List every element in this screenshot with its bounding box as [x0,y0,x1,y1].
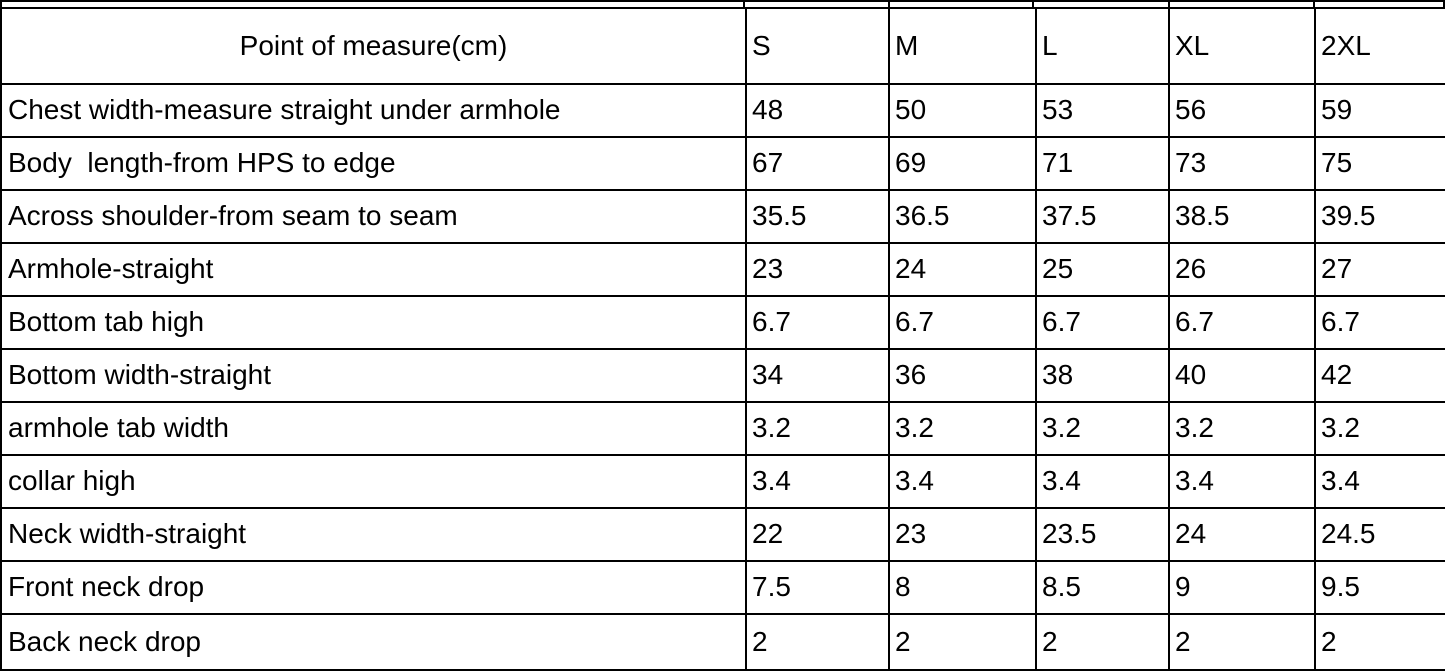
measure-value: 25 [1035,242,1170,297]
measure-value: 40 [1168,348,1316,403]
measure-label: Bottom tab high [0,295,747,350]
measure-value: 24 [1168,507,1316,562]
measure-value: 35.5 [745,189,890,244]
measure-value: 36 [888,348,1037,403]
measure-value: 24 [888,242,1037,297]
measure-value: 73 [1168,136,1316,191]
column-border-segment [1168,0,1170,7]
measure-value: 23 [745,242,890,297]
measure-value: 53 [1035,83,1170,138]
measure-label: Chest width-measure straight under armho… [0,83,747,138]
measure-value: 3.2 [745,401,890,456]
measure-value: 50 [888,83,1037,138]
measure-value: 6.7 [745,295,890,350]
header-row: Point of measure(cm) S M L XL 2XL [0,7,1445,85]
measure-value: 3.4 [1314,454,1445,509]
measure-value: 3.2 [1035,401,1170,456]
measure-value: 2 [888,613,1037,671]
table-row: Body length-from HPS to edge 67 69 71 73 75 [0,136,1445,191]
measure-value: 3.2 [1168,401,1316,456]
measure-value: 23 [888,507,1037,562]
measure-value: 36.5 [888,189,1037,244]
measure-value: 3.4 [1168,454,1316,509]
table-row: Front neck drop 7.5 8 8.5 9 9.5 [0,560,1445,615]
measure-value: 37.5 [1035,189,1170,244]
measure-value: 39.5 [1314,189,1445,244]
measure-value: 2 [1035,613,1170,671]
column-border-segment [743,0,745,7]
table-row: Across shoulder-from seam to seam 35.5 36.… [0,189,1445,244]
measure-label: Bottom width-straight [0,348,747,403]
measure-label: Front neck drop [0,560,747,615]
measure-value: 2 [745,613,890,671]
size-column-header-xl: XL [1168,7,1316,85]
measure-value: 24.5 [1314,507,1445,562]
size-chart-table: Point of measure(cm) S M L XL 2XL Chest widt… [0,7,1445,671]
column-border-segment [0,0,2,7]
measure-value: 3.4 [745,454,890,509]
table-row: Bottom width-straight 34 36 38 40 42 [0,348,1445,403]
top-border-line [0,0,1445,2]
size-column-header-l: L [1035,7,1170,85]
measure-value: 56 [1168,83,1316,138]
measure-value: 38 [1035,348,1170,403]
measure-value: 2 [1168,613,1316,671]
measure-label: Back neck drop [0,613,747,671]
size-column-header-m: M [888,7,1037,85]
measure-value: 48 [745,83,890,138]
measure-value: 27 [1314,242,1445,297]
table-row: collar high 3.4 3.4 3.4 3.4 3.4 [0,454,1445,509]
cropped-previous-row-edge [0,0,1445,7]
measure-value: 59 [1314,83,1445,138]
measure-value: 75 [1314,136,1445,191]
table-row: Bottom tab high 6.7 6.7 6.7 6.7 6.7 [0,295,1445,350]
column-border-segment [1443,0,1445,7]
measure-label: Across shoulder-from seam to seam [0,189,747,244]
measure-value: 23.5 [1035,507,1170,562]
measure-value: 22 [745,507,890,562]
measure-value: 3.2 [1314,401,1445,456]
measure-value: 6.7 [1035,295,1170,350]
measure-value: 42 [1314,348,1445,403]
measure-value: 3.4 [888,454,1037,509]
measure-value: 26 [1168,242,1316,297]
measure-label: collar high [0,454,747,509]
measure-label: Armhole-straight [0,242,747,297]
size-column-header-2xl: 2XL [1314,7,1445,85]
measure-value: 2 [1314,613,1445,671]
measure-value: 8 [888,560,1037,615]
point-of-measure-header: Point of measure(cm) [0,7,747,85]
table-row: Neck width-straight 22 23 23.5 24 24.5 [0,507,1445,562]
measure-label: armhole tab width [0,401,747,456]
measure-value: 6.7 [1314,295,1445,350]
size-column-header-s: S [745,7,890,85]
measure-label: Neck width-straight [0,507,747,562]
table-row: Armhole-straight 23 24 25 26 27 [0,242,1445,297]
table-row: armhole tab width 3.2 3.2 3.2 3.2 3.2 [0,401,1445,456]
table-row: Back neck drop 2 2 2 2 2 [0,613,1445,671]
measure-value: 9 [1168,560,1316,615]
measure-value: 67 [745,136,890,191]
measure-value: 71 [1035,136,1170,191]
column-border-segment [1032,0,1034,7]
measure-value: 38.5 [1168,189,1316,244]
table-row: Chest width-measure straight under armho… [0,83,1445,138]
measure-value: 9.5 [1314,560,1445,615]
measure-value: 8.5 [1035,560,1170,615]
measure-value: 34 [745,348,890,403]
measure-label: Body length-from HPS to edge [0,136,747,191]
measure-value: 3.4 [1035,454,1170,509]
measure-value: 6.7 [1168,295,1316,350]
measure-value: 69 [888,136,1037,191]
measure-value: 7.5 [745,560,890,615]
column-border-segment [1313,0,1315,7]
table-body: Chest width-measure straight under armho… [0,83,1445,671]
column-border-segment [888,0,890,7]
measure-value: 6.7 [888,295,1037,350]
measure-value: 3.2 [888,401,1037,456]
